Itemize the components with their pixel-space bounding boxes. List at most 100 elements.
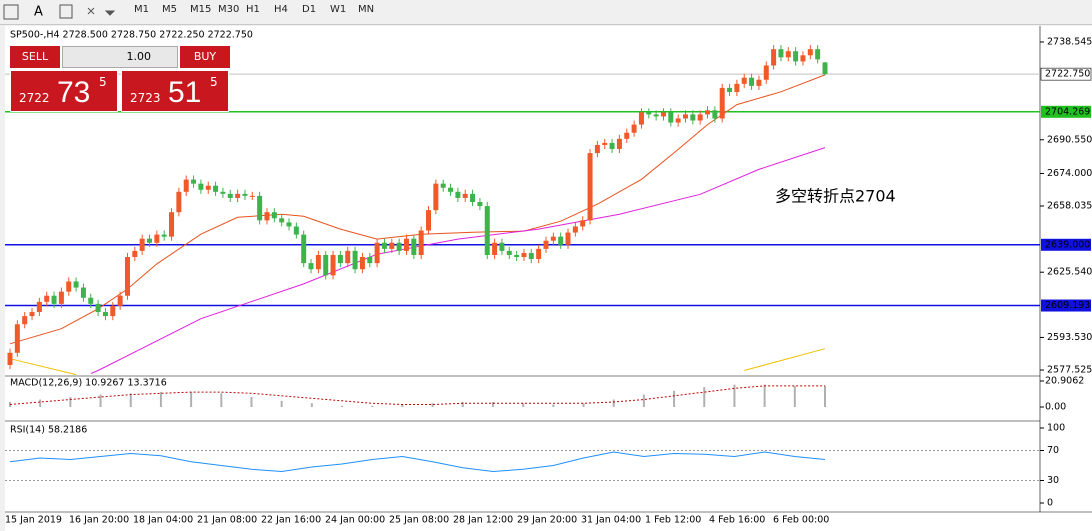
candle-body — [73, 281, 79, 288]
candle-body — [521, 252, 527, 258]
candle-body — [771, 49, 777, 66]
icon[interactable]: A — [34, 5, 43, 20]
lots-box[interactable]: 1.00 — [62, 46, 178, 68]
candle-body — [528, 252, 534, 260]
icon[interactable] — [59, 4, 73, 19]
candle-body — [719, 87, 725, 119]
candle-body — [477, 202, 483, 207]
candle-body — [51, 295, 57, 304]
x-tick-label: 4 Feb 16:00 — [709, 515, 765, 526]
candle-body — [484, 206, 490, 255]
panel-label: MACD(12,26,9) 10.9267 13.3716 — [10, 378, 167, 389]
candle-body — [587, 153, 593, 221]
icon[interactable] — [87, 7, 116, 16]
icon[interactable] — [3, 4, 19, 20]
candle-body — [609, 142, 615, 150]
candle-body — [44, 295, 50, 302]
price-label-bg — [1040, 67, 1092, 81]
candle-body — [807, 49, 813, 56]
candle-body — [132, 250, 138, 258]
candle-body — [191, 179, 197, 184]
timeframe-button[interactable]: M15 — [190, 4, 212, 15]
candle-body — [235, 193, 241, 198]
level-label-bg — [1041, 299, 1091, 312]
candle-body — [117, 295, 123, 306]
y-tick-label: 2658.035 — [1047, 201, 1092, 212]
y-tick-label: 2674.000 — [1047, 168, 1092, 179]
bid-digits: 73 — [57, 76, 91, 109]
macd-signal — [9, 385, 825, 405]
candle-body — [499, 242, 505, 251]
candle-body — [470, 193, 476, 202]
candle-body — [102, 312, 108, 317]
candle-body — [660, 112, 666, 117]
ask-digits: 51 — [168, 76, 202, 109]
candle-body — [558, 236, 564, 245]
timeframe-button[interactable]: H4 — [274, 4, 288, 15]
candle-body — [433, 183, 439, 211]
candle-body — [815, 49, 821, 60]
ma-line — [90, 147, 826, 375]
candle-body — [176, 191, 182, 213]
candle-body — [793, 51, 799, 62]
timeframe-button[interactable]: M30 — [218, 4, 240, 15]
y-tick-label: 30 — [1047, 475, 1059, 486]
candle-body — [778, 49, 784, 58]
candle-body — [653, 114, 659, 117]
candle-body — [301, 234, 307, 264]
level-label: 2704.269 — [1045, 106, 1090, 117]
y-tick-label: 20.9062 — [1045, 376, 1084, 387]
timeframe-button[interactable]: H1 — [246, 4, 260, 15]
candle-body — [462, 193, 468, 198]
bid-quote[interactable]: 2722 73 5 — [10, 70, 118, 112]
candle-body — [396, 242, 402, 251]
chart-area: SP500-,H4 2728.500 2728.750 2722.250 272… — [5, 26, 1092, 531]
candle-body — [330, 254, 336, 276]
x-tick-label: 24 Jan 00:00 — [325, 515, 385, 526]
timeframe-button[interactable]: W1 — [330, 4, 347, 15]
x-tick-label: 22 Jan 16:00 — [261, 515, 321, 526]
candle-body — [638, 112, 644, 125]
y-tick-label: 70 — [1047, 445, 1059, 456]
sell-button[interactable]: SELL — [10, 46, 60, 68]
lots: 1.00 — [126, 50, 152, 63]
candle-body — [616, 138, 622, 150]
panel-label: RSI(14) 58.2186 — [10, 425, 87, 436]
ask-small: 5 — [210, 75, 218, 89]
timeframe-button[interactable]: MN — [358, 4, 375, 15]
candle-body — [169, 212, 175, 237]
y-tick-label: 2625.540 — [1047, 267, 1092, 278]
candle-body — [22, 316, 28, 325]
candle-body — [352, 250, 358, 270]
candle-body — [110, 305, 116, 317]
candle-body — [154, 234, 160, 243]
candle-body — [80, 287, 86, 298]
y-tick-label: 2577.525 — [1047, 365, 1092, 376]
timeframe-button[interactable]: M1 — [134, 4, 149, 15]
candle-body — [345, 250, 351, 264]
buy-button[interactable]: BUY — [180, 46, 230, 68]
level-label-bg — [1041, 238, 1091, 251]
x-tick-label: 16 Jan 20:00 — [69, 515, 129, 526]
candle-body — [124, 257, 130, 296]
ask-big: 2723 — [130, 91, 161, 105]
x-tick-label: 31 Jan 04:00 — [581, 515, 641, 526]
candle-body — [418, 230, 424, 255]
candle-body — [242, 193, 248, 196]
candle-body — [668, 112, 674, 123]
candle-body — [682, 114, 688, 119]
candle-body — [580, 220, 586, 227]
y-tick-label: 0.00 — [1045, 401, 1066, 412]
timeframe-button[interactable]: D1 — [302, 4, 317, 15]
timeframe-button[interactable]: M5 — [162, 4, 177, 15]
candle-body — [492, 242, 498, 255]
x-tick-label: 21 Jan 08:00 — [197, 515, 257, 526]
bid-small: 5 — [99, 75, 107, 89]
candle-body — [646, 112, 652, 115]
ask-quote[interactable]: 2723 51 5 — [121, 70, 229, 112]
level-label: 2639.000 — [1045, 239, 1090, 250]
candle-body — [602, 142, 608, 145]
candle-body — [763, 65, 769, 80]
price-label: 2722.750 — [1045, 69, 1090, 80]
candle-body — [88, 297, 94, 304]
